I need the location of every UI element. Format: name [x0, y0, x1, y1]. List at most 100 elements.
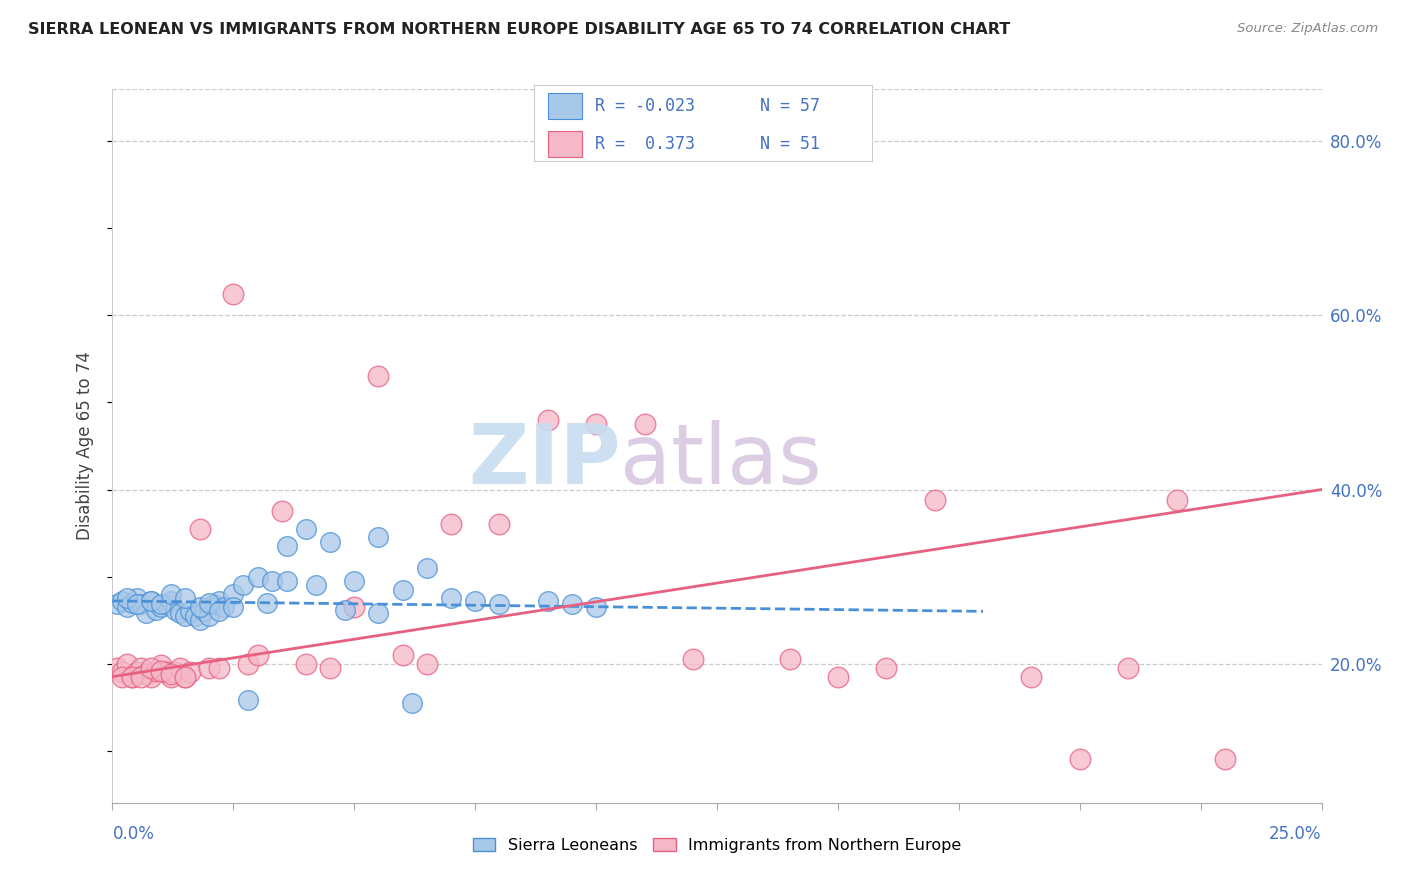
Point: [208, 661, 231, 675]
Point: [585, 417, 607, 432]
Point: [208, 604, 231, 618]
Point: [270, 504, 292, 518]
Text: N = 51: N = 51: [761, 135, 820, 153]
Point: [145, 602, 167, 616]
Point: [111, 594, 134, 608]
Point: [367, 606, 389, 620]
Point: [779, 652, 801, 666]
Point: [121, 670, 143, 684]
Point: [111, 670, 134, 684]
Point: [682, 652, 704, 666]
Point: [179, 604, 201, 618]
Point: [1116, 661, 1139, 675]
Point: [537, 413, 560, 427]
Point: [149, 664, 172, 678]
Point: [159, 670, 181, 684]
Point: [212, 599, 235, 614]
Point: [159, 587, 181, 601]
Point: [141, 661, 163, 675]
Point: [174, 608, 197, 623]
Point: [121, 596, 143, 610]
Point: [488, 517, 510, 532]
Point: [236, 693, 259, 707]
Point: [188, 522, 211, 536]
Point: [169, 661, 191, 675]
Point: [1166, 492, 1188, 507]
Point: [1213, 752, 1236, 766]
Point: [188, 599, 211, 614]
Point: [246, 648, 269, 662]
Point: [262, 574, 284, 588]
Point: [198, 596, 221, 610]
Text: R =  0.373: R = 0.373: [595, 135, 695, 153]
Legend: Sierra Leoneans, Immigrants from Northern Europe: Sierra Leoneans, Immigrants from Norther…: [467, 831, 967, 859]
Point: [125, 665, 148, 680]
Point: [633, 417, 655, 432]
Point: [115, 599, 138, 614]
Point: [145, 664, 167, 678]
Point: [246, 569, 269, 583]
Point: [391, 648, 413, 662]
Point: [367, 530, 389, 544]
Point: [875, 661, 897, 675]
Point: [179, 665, 201, 680]
Point: [111, 665, 134, 680]
Point: [135, 606, 157, 620]
Point: [141, 594, 163, 608]
Point: [174, 670, 197, 684]
Point: [924, 492, 946, 507]
Point: [174, 591, 197, 606]
Point: [343, 574, 366, 588]
Point: [165, 602, 187, 616]
Point: [295, 657, 318, 671]
Point: [319, 534, 342, 549]
Point: [222, 599, 245, 614]
Point: [193, 604, 215, 618]
Point: [256, 596, 278, 610]
Point: [367, 369, 389, 384]
Text: SIERRA LEONEAN VS IMMIGRANTS FROM NORTHERN EUROPE DISABILITY AGE 65 TO 74 CORREL: SIERRA LEONEAN VS IMMIGRANTS FROM NORTHE…: [28, 22, 1011, 37]
Point: [155, 665, 177, 680]
Point: [135, 667, 157, 681]
Point: [416, 561, 439, 575]
Point: [165, 665, 187, 680]
Text: ZIP: ZIP: [468, 420, 620, 500]
Point: [125, 591, 148, 606]
Point: [276, 574, 298, 588]
Point: [295, 522, 318, 536]
Point: [131, 670, 153, 684]
Point: [440, 591, 463, 606]
Point: [105, 598, 128, 612]
Text: N = 57: N = 57: [761, 97, 820, 115]
Point: [488, 598, 510, 612]
Point: [827, 670, 849, 684]
Point: [464, 594, 486, 608]
Point: [276, 539, 298, 553]
Point: [416, 657, 439, 671]
Point: [222, 286, 245, 301]
Text: 25.0%: 25.0%: [1270, 824, 1322, 843]
Point: [159, 594, 181, 608]
Point: [304, 578, 326, 592]
Point: [149, 658, 172, 673]
Point: [440, 517, 463, 532]
Point: [1069, 752, 1091, 766]
Point: [333, 602, 356, 616]
Point: [319, 661, 342, 675]
Point: [236, 657, 259, 671]
Y-axis label: Disability Age 65 to 74: Disability Age 65 to 74: [76, 351, 94, 541]
Point: [131, 598, 153, 612]
Point: [159, 667, 181, 681]
Point: [585, 599, 607, 614]
Point: [131, 661, 153, 675]
FancyBboxPatch shape: [548, 130, 582, 157]
Point: [169, 606, 191, 620]
Text: R = -0.023: R = -0.023: [595, 97, 695, 115]
Point: [105, 661, 128, 675]
Point: [1021, 670, 1043, 684]
Point: [561, 598, 583, 612]
Point: [198, 608, 221, 623]
Point: [222, 587, 245, 601]
Point: [198, 661, 221, 675]
Point: [155, 598, 177, 612]
